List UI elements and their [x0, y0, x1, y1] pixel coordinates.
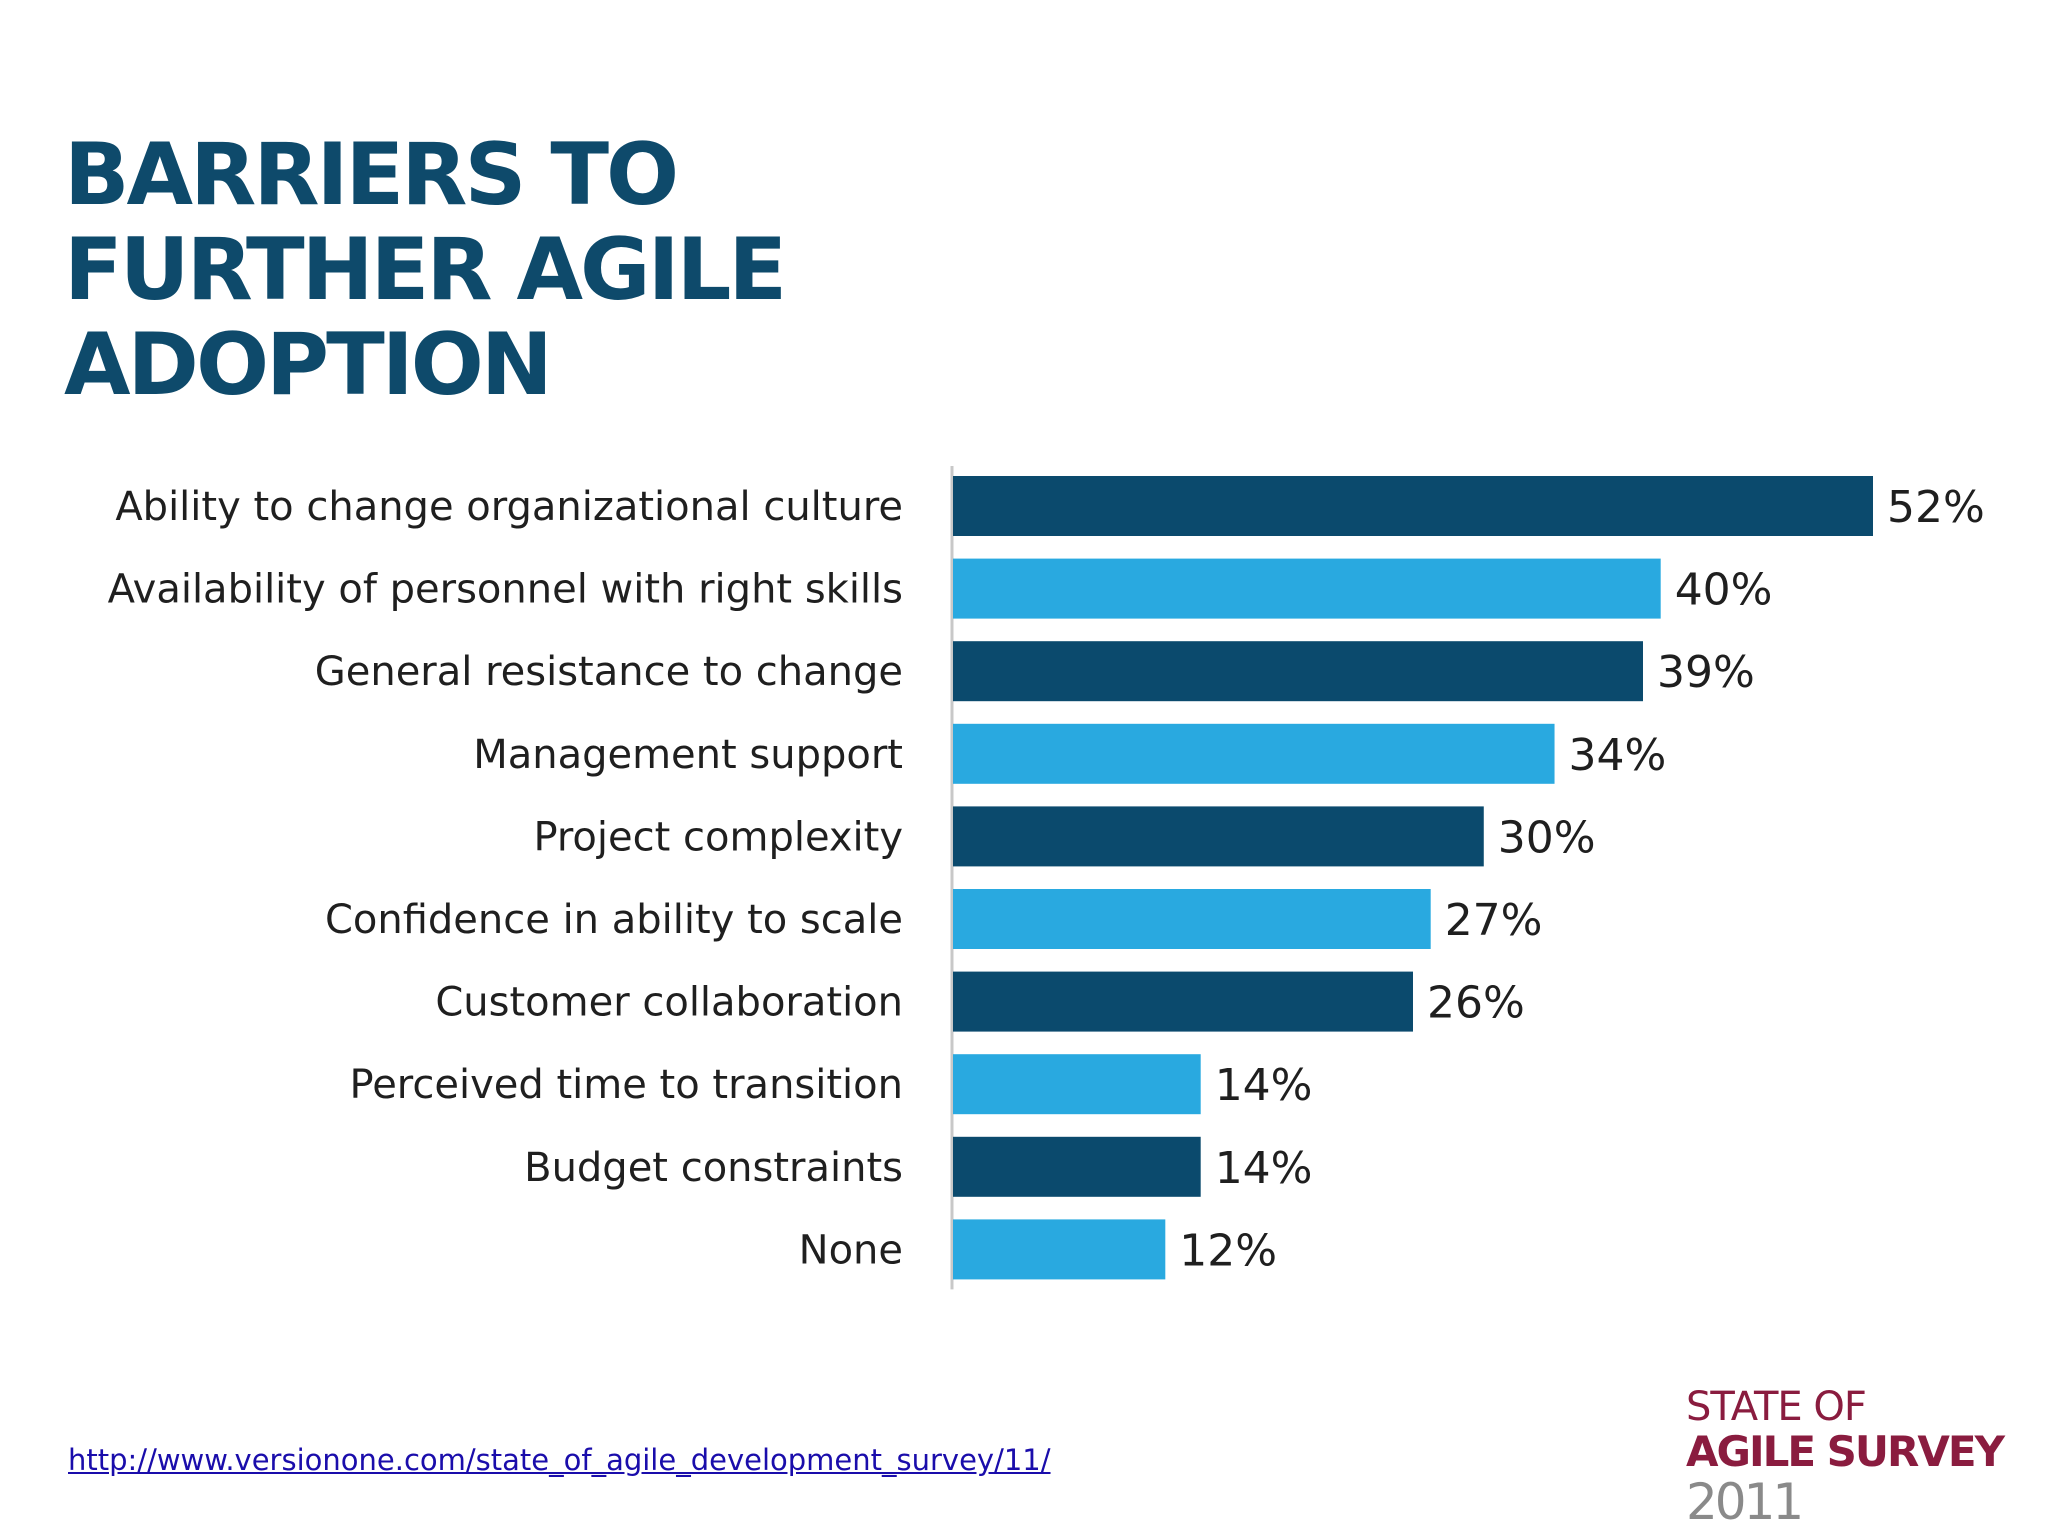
category-label: None	[799, 1227, 903, 1273]
category-label: Perceived time to transition	[350, 1062, 904, 1108]
title-line-1: BARRIERS TO	[64, 125, 679, 225]
logo-line-3: 2011	[1686, 1473, 1804, 1531]
bar	[953, 641, 1643, 702]
value-label: 14%	[1215, 1143, 1313, 1194]
title-line-2: FURTHER AGILE	[64, 220, 787, 320]
category-label: Confidence in ability to scale	[325, 897, 903, 943]
chart-title: BARRIERS TO FURTHER AGILE ADOPTION	[64, 125, 787, 415]
value-label: 40%	[1675, 565, 1773, 616]
logo-line-1: STATE OF	[1686, 1384, 1867, 1430]
value-label: 14%	[1215, 1060, 1313, 1111]
bar	[953, 1054, 1201, 1115]
survey-logo: STATE OF AGILE SURVEY 2011	[1686, 1384, 2005, 1531]
bar	[953, 889, 1431, 949]
bar	[953, 476, 1873, 536]
bar	[953, 971, 1413, 1032]
value-label: 52%	[1887, 482, 1985, 533]
category-label: Budget constraints	[524, 1145, 903, 1191]
category-label: Management support	[473, 732, 903, 778]
category-label: Project complexity	[533, 814, 903, 860]
category-label: Ability to change organizational culture	[115, 484, 903, 530]
value-label: 26%	[1427, 978, 1525, 1029]
bar	[953, 558, 1661, 619]
category-label: General resistance to change	[315, 649, 903, 695]
value-label: 34%	[1569, 730, 1667, 781]
bar	[953, 723, 1555, 784]
bar	[953, 1136, 1201, 1197]
category-label: Customer collaboration	[435, 980, 903, 1026]
bar	[953, 806, 1484, 867]
value-label: 39%	[1657, 647, 1755, 698]
title-line-3: ADOPTION	[64, 315, 553, 415]
value-label: 27%	[1445, 895, 1543, 946]
source-link[interactable]: http://www.versionone.com/state_of_agile…	[68, 1443, 1051, 1477]
category-label: Availability of personnel with right ski…	[108, 567, 903, 613]
bar	[953, 1219, 1166, 1280]
value-label: 12%	[1179, 1225, 1277, 1276]
value-label: 30%	[1498, 812, 1596, 863]
logo-line-2: AGILE SURVEY	[1686, 1427, 2005, 1476]
